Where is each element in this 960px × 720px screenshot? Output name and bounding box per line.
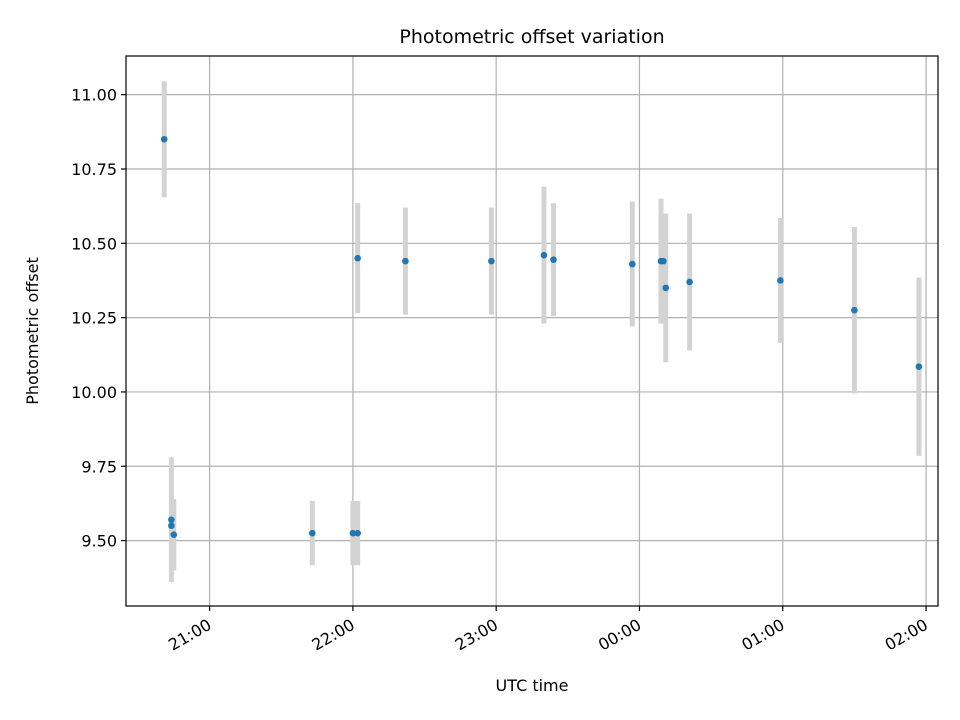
- data-point: [160, 135, 168, 143]
- y-tick-label: 10.75: [71, 160, 117, 179]
- data-points: [160, 135, 923, 538]
- data-point: [349, 529, 357, 537]
- data-point: [540, 251, 548, 259]
- data-point: [851, 306, 858, 314]
- data-point: [354, 529, 361, 537]
- data-point: [686, 278, 693, 286]
- y-tick-label: 10.50: [71, 234, 117, 253]
- y-tick-label: 10.00: [71, 383, 117, 402]
- data-point: [629, 260, 636, 268]
- plot-frame: [125, 55, 939, 607]
- data-point: [402, 257, 409, 265]
- data-point: [168, 522, 175, 530]
- data-point: [488, 257, 495, 265]
- y-tick-label: 9.75: [81, 457, 117, 476]
- data-point: [170, 531, 178, 538]
- y-tick-label: 9.50: [81, 532, 117, 551]
- data-point: [168, 516, 175, 524]
- data-point: [777, 277, 784, 284]
- data-point: [660, 257, 667, 265]
- data-point: [308, 529, 316, 537]
- data-point: [662, 284, 670, 292]
- x-axis-label: UTC time: [496, 676, 569, 695]
- grid-lines: [126, 56, 938, 606]
- y-tick-label: 10.25: [71, 309, 117, 328]
- data-point: [550, 256, 557, 263]
- data-point: [354, 254, 361, 262]
- chart-title: Photometric offset variation: [399, 26, 664, 48]
- y-tick-label: 11.00: [71, 86, 117, 105]
- data-point: [915, 363, 923, 370]
- y-axis-label: Photometric offset: [23, 257, 42, 405]
